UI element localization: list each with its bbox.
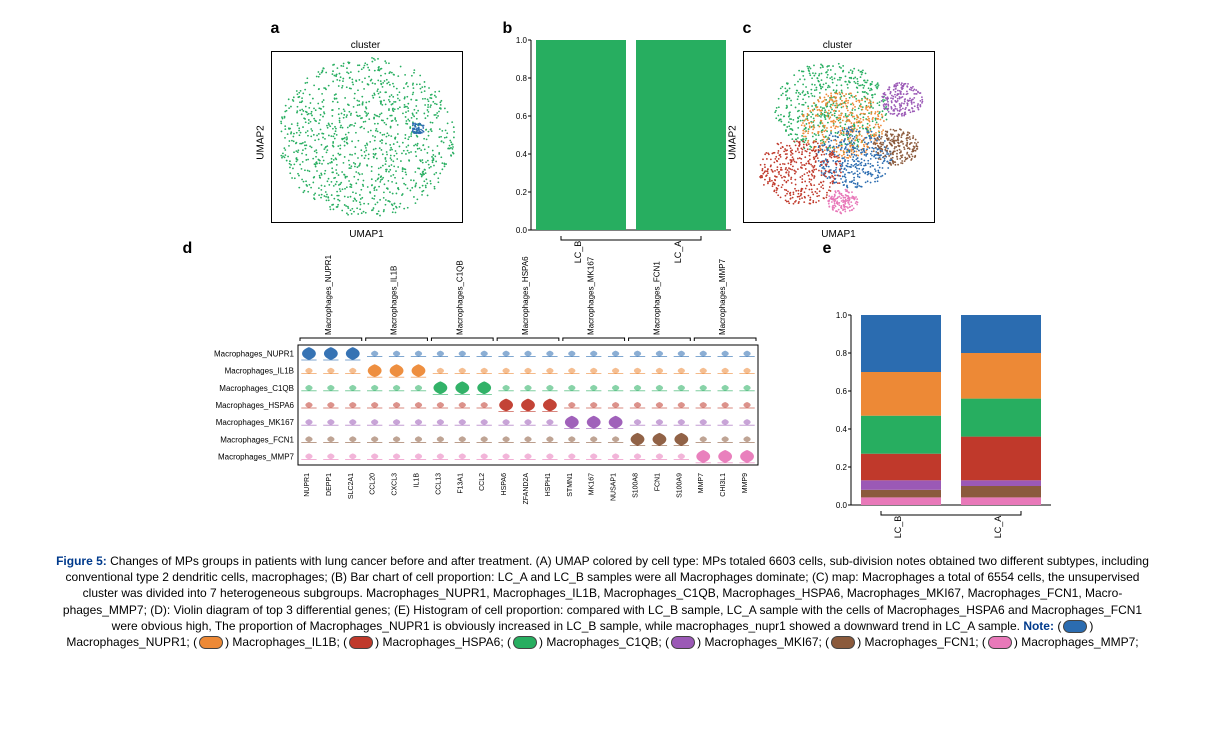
umap-c-svg — [744, 52, 934, 222]
figure-5: a cluster UMAP2 UMAP1 b 0.0 0.2 0.4 0.6 0.8 1… — [20, 20, 1185, 650]
svg-text:FCN1: FCN1 — [654, 473, 661, 491]
svg-text:0.8: 0.8 — [835, 349, 847, 358]
svg-text:MMP7: MMP7 — [698, 473, 705, 493]
svg-text:NUSAP1: NUSAP1 — [610, 473, 617, 501]
svg-text:Macrophages_HSPA6: Macrophages_HSPA6 — [215, 401, 294, 410]
svg-text:Macrophages_C1QB: Macrophages_C1QB — [455, 260, 464, 335]
panel-a-xlabel: UMAP1 — [349, 229, 383, 240]
svg-text:ZFAND2A: ZFAND2A — [523, 473, 530, 505]
legend-swatch — [831, 636, 855, 649]
svg-text:DEPP1: DEPP1 — [325, 473, 332, 496]
svg-text:STMN1: STMN1 — [566, 473, 573, 497]
svg-text:SLC2A1: SLC2A1 — [347, 473, 354, 499]
svg-text:1.0: 1.0 — [515, 36, 527, 45]
panel-c-label: c — [743, 20, 752, 38]
svg-text:Macrophages_FCN1: Macrophages_FCN1 — [220, 435, 294, 444]
note-label: Note: — [1023, 619, 1054, 633]
legend-swatch — [671, 636, 695, 649]
svg-text:CCL2: CCL2 — [479, 473, 486, 491]
panel-b-plot: 0.00.20.40.60.81.0LC_BLC_A — [503, 40, 703, 230]
svg-text:0.0: 0.0 — [835, 501, 847, 510]
panel-e-label: e — [823, 240, 832, 258]
figure-number: Figure 5: — [56, 554, 107, 568]
svg-text:0.4: 0.4 — [515, 150, 527, 159]
legend-swatch — [1063, 620, 1087, 633]
svg-text:S100A9: S100A9 — [676, 473, 683, 498]
svg-text:0.6: 0.6 — [515, 112, 527, 121]
legend-swatch — [349, 636, 373, 649]
row-top: a cluster UMAP2 UMAP1 b 0.00.20.40.60.81… — [271, 20, 935, 230]
svg-text:0.6: 0.6 — [835, 387, 847, 396]
svg-text:Macrophages_MMP7: Macrophages_MMP7 — [217, 452, 294, 461]
panel-a-plot: UMAP2 UMAP1 — [271, 51, 463, 223]
panel-c-plot: UMAP2 UMAP1 — [743, 51, 935, 223]
bar-e-svg: 0.00.20.40.60.81.0LC_BLC_A — [823, 315, 1053, 545]
panel-d-plot: Macrophages_NUPR1 Macrophages_IL1B Macroph… — [183, 260, 783, 525]
svg-text:LC_B: LC_B — [893, 516, 903, 539]
bar-b-svg: 0.00.20.40.60.81.0LC_BLC_A — [503, 40, 733, 270]
svg-text:Macrophages_FCN1: Macrophages_FCN1 — [652, 261, 661, 335]
panel-a-label: a — [271, 20, 280, 38]
svg-text:0.8: 0.8 — [515, 74, 527, 83]
svg-text:Macrophages_NUPR1: Macrophages_NUPR1 — [323, 254, 332, 335]
panel-a: a cluster UMAP2 UMAP1 — [271, 20, 463, 230]
panel-b: b 0.00.20.40.60.81.0LC_BLC_A — [503, 20, 703, 230]
svg-text:CCL20: CCL20 — [369, 473, 376, 495]
panel-c: c cluster UMAP2 UMAP1 — [743, 20, 935, 230]
svg-text:1.0: 1.0 — [835, 311, 847, 320]
svg-text:S100A8: S100A8 — [632, 473, 639, 498]
svg-text:CXCL3: CXCL3 — [391, 473, 398, 496]
svg-text:NUPR1: NUPR1 — [303, 473, 310, 497]
svg-text:MK167: MK167 — [588, 473, 595, 495]
svg-text:LC_A: LC_A — [993, 516, 1003, 539]
svg-text:IL1B: IL1B — [413, 473, 420, 488]
svg-text:Macrophages_IL1B: Macrophages_IL1B — [224, 367, 293, 376]
svg-text:CHI3L1: CHI3L1 — [720, 473, 727, 497]
legend-swatch — [988, 636, 1012, 649]
panel-e: e 0.00.20.40.60.81.0LC_BLC_A — [823, 240, 1023, 505]
panel-e-plot: 0.00.20.40.60.81.0LC_BLC_A — [823, 315, 1023, 505]
svg-text:Macrophages_NUPR1: Macrophages_NUPR1 — [213, 350, 294, 359]
caption-text: Changes of MPs groups in patients with l… — [63, 554, 1149, 633]
svg-text:0.2: 0.2 — [515, 188, 527, 197]
svg-text:0.0: 0.0 — [515, 226, 527, 235]
panel-c-title: cluster — [743, 40, 933, 51]
panel-c-ylabel: UMAP2 — [727, 125, 738, 159]
umap-a-svg — [272, 52, 462, 222]
panel-b-label: b — [503, 20, 513, 38]
svg-text:0.2: 0.2 — [835, 463, 847, 472]
svg-text:HSPH1: HSPH1 — [544, 473, 551, 496]
row-bottom: d Macrophages_NUPR1Macrophages_IL1BMacro… — [183, 240, 1023, 525]
panel-c-xlabel: UMAP1 — [821, 229, 855, 240]
panel-a-title: cluster — [271, 40, 461, 51]
figure-caption: Figure 5: Changes of MPs groups in patie… — [53, 553, 1153, 650]
svg-text:Macrophages_MMP7: Macrophages_MMP7 — [718, 258, 727, 335]
panel-d-label: d — [183, 240, 193, 258]
svg-text:Macrophages_MK167: Macrophages_MK167 — [215, 418, 294, 427]
svg-text:0.4: 0.4 — [835, 425, 847, 434]
svg-text:Macrophages_C1QB: Macrophages_C1QB — [219, 384, 294, 393]
svg-text:Macrophages_HSPA6: Macrophages_HSPA6 — [521, 256, 530, 335]
panel-a-ylabel: UMAP2 — [255, 125, 266, 159]
violin-d-svg: Macrophages_NUPR1 Macrophages_IL1B Macroph… — [183, 260, 783, 520]
svg-text:HSPA6: HSPA6 — [501, 473, 508, 496]
svg-text:CCL13: CCL13 — [435, 473, 442, 495]
panel-d: d Macrophages_NUPR1Macrophages_IL1BMacro… — [183, 240, 783, 525]
svg-text:MMP9: MMP9 — [742, 473, 749, 493]
svg-text:Macrophages_MK167: Macrophages_MK167 — [586, 256, 595, 335]
svg-text:Macrophages_IL1B: Macrophages_IL1B — [389, 266, 398, 335]
legend-swatch — [513, 636, 537, 649]
svg-text:F13A1: F13A1 — [457, 473, 464, 494]
legend-swatch — [199, 636, 223, 649]
